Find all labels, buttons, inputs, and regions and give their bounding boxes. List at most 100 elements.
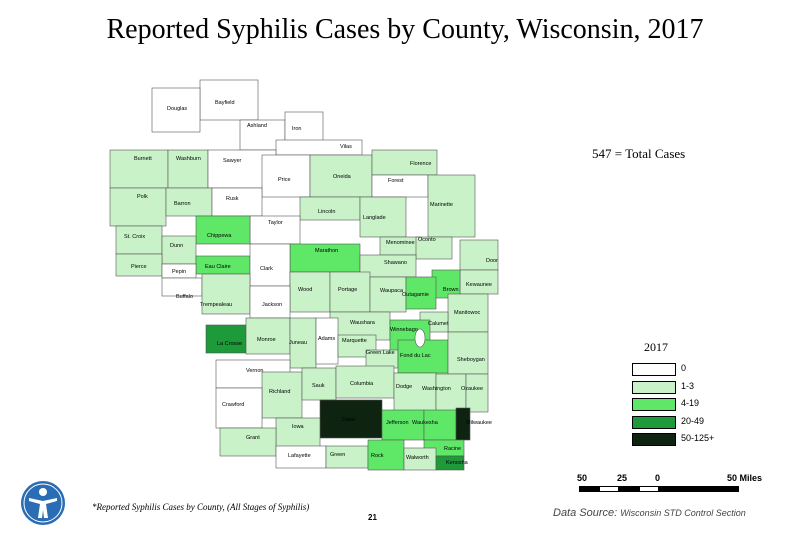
county-label: Calumet (428, 321, 449, 327)
legend-label: 4-19 (681, 398, 700, 408)
county-label: Door (486, 258, 498, 264)
page-number: 21 (368, 513, 377, 522)
county-label: St. Croix (124, 234, 145, 240)
county-crawford (215, 387, 263, 429)
county-label: Ashland (247, 123, 267, 129)
county-label: Sawyer (223, 158, 242, 164)
county-label: Price (278, 177, 291, 183)
county-label: Jefferson (386, 420, 409, 426)
county-label: Kenosha (446, 460, 469, 466)
county-bayfield (199, 79, 259, 121)
county-label: Marquette (342, 338, 367, 344)
total-cases-label: 547 = Total Cases (592, 146, 686, 161)
county-iowa (275, 417, 321, 449)
county-label: La Crosse (217, 341, 242, 347)
county-label: Lafayette (288, 453, 311, 459)
county-monroe (245, 317, 291, 355)
scale-tick-label: 50 Miles (727, 473, 763, 483)
county-label: Oneida (333, 174, 352, 180)
county-label: Richland (269, 389, 290, 395)
county-label: Fond du Lac (400, 353, 431, 359)
county-label: Walworth (406, 455, 429, 461)
county-label: Langlade (363, 215, 386, 221)
scale-bar: 50 25 0 50 Miles (575, 473, 775, 497)
county-outagamie (405, 276, 437, 310)
county-label: Sauk (312, 383, 325, 389)
county-label: Lincoln (318, 209, 335, 215)
county-marinette (427, 174, 476, 238)
county-label: Oconto (418, 237, 436, 243)
county-label: Winnebago (390, 327, 418, 333)
county-label: Menominee (386, 240, 415, 246)
county-oneida (309, 154, 373, 198)
county-label: Brown (443, 287, 459, 293)
legend-swatch (632, 363, 676, 376)
county-burnett (109, 149, 169, 189)
county-label: Trempealeau (200, 302, 232, 308)
county-label: Milwaukee (466, 420, 492, 426)
county-waukesha (423, 409, 457, 441)
county-rusk (211, 187, 263, 217)
legend-label: 50-125+ (681, 433, 715, 443)
county-polk (109, 187, 167, 227)
county-clark (249, 243, 291, 287)
lake-winnebago (414, 328, 426, 348)
county-label: Rock (371, 453, 384, 459)
county-florence (371, 149, 438, 176)
scale-segment (599, 486, 619, 492)
county-label: Green Lake (366, 350, 395, 356)
legend-label: 20-49 (681, 416, 705, 426)
county-label: Juneau (289, 340, 307, 346)
legend-swatch (632, 416, 676, 429)
county-price (261, 154, 311, 198)
county-columbia (335, 365, 395, 399)
county-kenosha (435, 455, 465, 471)
county-langlade (359, 196, 407, 238)
county-label: Outagamie (402, 292, 429, 298)
county-label: Marathon (315, 248, 338, 254)
county-label: Crawford (222, 402, 244, 408)
county-label: Waukesha (412, 420, 439, 426)
county-label: Douglas (167, 106, 187, 112)
county-label: Iowa (292, 424, 305, 430)
county-label: Vilas (340, 144, 352, 150)
county-chippewa (195, 215, 251, 245)
scale-segment (619, 486, 639, 492)
county-label: Kewaunee (466, 282, 492, 288)
county-ozaukee (465, 373, 489, 413)
county-label: Racine (444, 446, 461, 452)
county-label: Adams (318, 336, 335, 342)
county-waupaca (369, 276, 407, 313)
county-la-crosse (205, 324, 247, 354)
footnote: *Reported Syphilis Cases by County, (All… (92, 502, 310, 512)
county-label: Washington (422, 386, 451, 392)
county-label: Ozaukee (461, 386, 483, 392)
county-label: Burnett (134, 156, 152, 162)
county-dunn (161, 235, 197, 265)
county-label: Eau Claire (205, 264, 231, 270)
data-source-text: Wisconsin STD Control Section (620, 508, 746, 518)
county-oconto (415, 236, 453, 260)
scale-tick-label: 50 (577, 473, 588, 483)
map-title: Reported Syphilis Cases by County, Wisco… (106, 14, 704, 45)
county-wood (289, 271, 331, 313)
county-door (459, 239, 499, 271)
county-label: Barron (174, 201, 191, 207)
health-department-logo-icon (21, 481, 65, 525)
legend-swatch (632, 433, 676, 446)
legend-swatch (632, 381, 676, 394)
county-label: Washburn (176, 156, 201, 162)
county-st-croix (115, 225, 163, 255)
county-label: Waupaca (380, 288, 404, 294)
county-richland (261, 371, 303, 419)
scale-segment (579, 486, 599, 492)
scale-segment (639, 486, 659, 492)
county-label: Rusk (226, 196, 239, 202)
county-label: Clark (260, 266, 273, 272)
county-label: Chippewa (207, 233, 232, 239)
county-label: Waushara (350, 320, 376, 326)
county-label: Dodge (396, 384, 412, 390)
county-label: Forest (388, 178, 404, 184)
county-sheboygan (447, 331, 489, 375)
